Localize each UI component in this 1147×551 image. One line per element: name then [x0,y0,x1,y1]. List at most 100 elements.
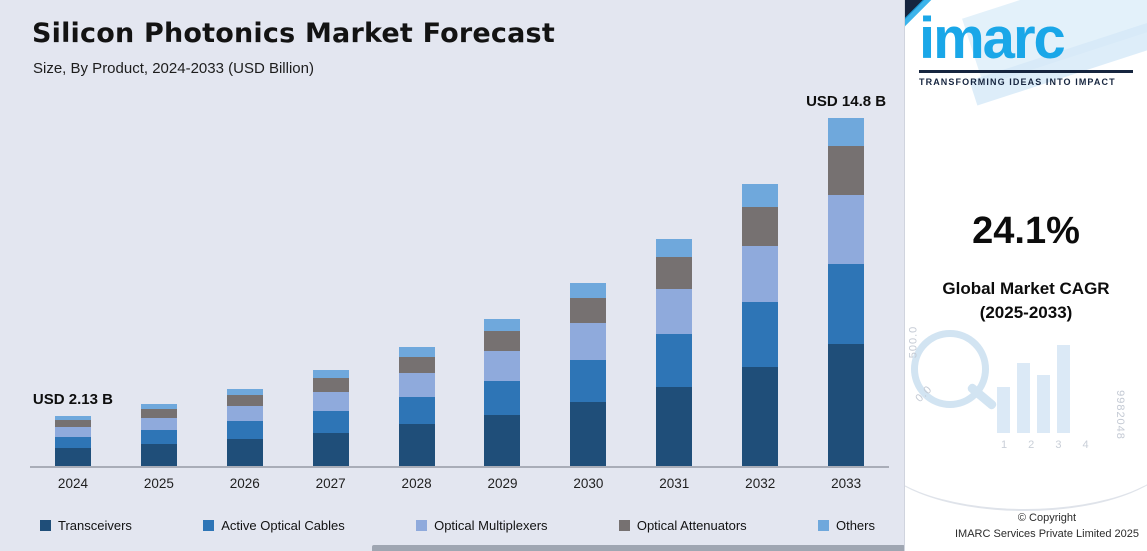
decorative-curve [905,389,1147,511]
copyright-line2: IMARC Services Private Limited 2025 [954,528,1139,541]
bar-segment [484,414,521,466]
bar-slot: 2027 [288,110,374,491]
brand-sidebar: 500.0 0.0 9982048 1 2 3 4 imarc TRANSFOR… [904,0,1147,551]
bar-slot: 2028 [374,110,460,491]
bar-segment [484,351,521,381]
bar-segment [828,146,865,195]
magnifier-handle [966,382,998,411]
decorative-number: 1 2 3 4 [1001,439,1098,451]
bar-segment [140,430,177,445]
bar-segment [140,404,177,409]
bar-segment [742,246,779,303]
bar-segment [312,370,349,379]
legend-swatch [618,520,630,531]
cagr-value: 24.1% [972,210,1080,252]
legend-label: Active Optical Cables [221,518,345,533]
bottom-strip [372,545,905,551]
bar-segment [226,438,263,466]
logo-tagline: TRANSFORMING IDEAS INTO IMPACT [919,77,1116,87]
chart-panel: Silicon Photonics Market Forecast Size, … [30,18,905,551]
decorative-bar [1057,345,1070,433]
bar-segment [742,367,779,466]
bar-segment [140,444,177,466]
cagr-label: Global Market CAGR [942,279,1110,298]
value-annotation: USD 2.13 B [32,390,113,408]
bar-segment [656,289,693,335]
x-axis-label: 2029 [487,476,518,491]
bar-slot: 2025 [116,110,202,491]
bar-segment [570,283,607,298]
bar-segment [828,194,865,265]
legend-label: Optical Attenuators [636,518,747,533]
bar-segment [226,395,263,406]
bar-segment [54,436,91,449]
bar-segment [570,402,607,466]
bar-segment [656,334,693,387]
bar-slot: 2031 [631,110,717,491]
stacked-bar [656,239,693,466]
bar-segment [54,415,91,420]
imarc-logo: imarc TRANSFORMING IDEAS INTO IMPACT [919,10,1133,87]
bar-segment [570,323,607,361]
stacked-bar [742,184,779,466]
copyright: © Copyright IMARC Services Private Limit… [955,511,1139,543]
stacked-bar [54,415,91,466]
chart-subtitle: Size, By Product, 2024-2033 (USD Billion… [33,60,314,77]
bar-segment [54,426,91,437]
bar-segment [398,347,435,357]
chart-title: Silicon Photonics Market Forecast [32,18,555,49]
decorative-bar [1037,375,1050,433]
bar-segment [398,424,435,466]
bar-segment [312,432,349,466]
bar-slot: 2030 [545,110,631,491]
legend-swatch [40,520,51,531]
decorative-bar [997,387,1010,433]
bar-segment [570,360,607,403]
stacked-bar [570,283,607,466]
x-axis-label: 2030 [573,476,604,491]
stacked-bar [398,347,435,466]
bar-segment [398,373,435,398]
legend-item: Transceivers [40,518,132,533]
cagr-period: (2025-2033) [979,303,1073,322]
bar-segment [140,417,177,431]
stacked-bar [828,118,865,466]
legend-item: Optical Multiplexers [416,518,548,533]
x-axis-label: 2027 [315,476,346,491]
bar-segment [312,391,349,411]
x-axis-label: 2028 [401,476,432,491]
x-axis-label: 2024 [57,476,88,491]
bar-segment [742,184,779,207]
legend-label: Optical Multiplexers [434,518,548,533]
x-axis-label: 2031 [659,476,690,491]
bar-slot: 2032 [717,110,803,491]
legend-label: Transceivers [58,518,132,533]
bar-segment [828,118,865,147]
stacked-bar [140,404,177,466]
bar-segment [656,386,693,466]
bar-segment [226,388,263,396]
legend-swatch [203,520,215,531]
bar-segment [484,318,521,331]
bar-segment [140,408,177,418]
bar-segment [742,302,779,368]
x-axis-label: 2033 [831,476,862,491]
decorative-number: 500.0 [907,325,920,359]
copyright-line1: © Copyright [1017,512,1077,525]
bar-slot: 2029 [460,110,546,491]
decorative-number: 9982048 [1114,390,1127,440]
legend-item: Optical Attenuators [618,518,747,533]
bar-segment [484,380,521,415]
bar-segment [742,206,779,247]
stacked-bar [312,370,349,466]
imarc-logo-text: imarc [919,6,1066,71]
bar-segment [312,378,349,392]
decorative-number: 0.0 [913,383,935,405]
magnifier-icon [911,330,989,408]
chart-legend: Transceivers Active Optical Cables Optical… [40,518,875,533]
decorative-bar [1017,363,1030,433]
legend-swatch [817,520,829,531]
plot-area: USD 2.13 B 2024 2025 2026 2027 2028 2029 2030 20… [30,93,889,491]
bar-segment [398,397,435,425]
bar-segment [54,419,91,427]
